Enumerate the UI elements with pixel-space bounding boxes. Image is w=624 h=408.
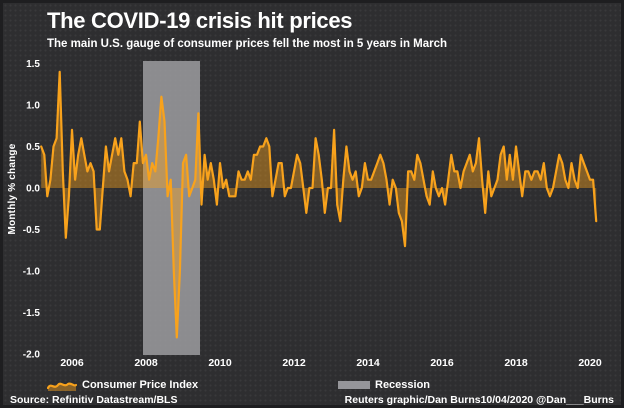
y-tick-label: -0.5 [23, 225, 41, 236]
x-tick-label: 2010 [208, 357, 232, 369]
x-axis-ticks: 2006 2008 2010 2012 2014 2016 2018 2020 [60, 357, 602, 369]
cpi-area [41, 71, 597, 338]
y-tick-label: -1.5 [23, 308, 41, 319]
y-tick-label: -1.0 [23, 267, 41, 278]
legend-item-recession: Recession [338, 377, 430, 393]
recession-swatch-icon [338, 381, 370, 389]
legend-cpi-label: Consumer Price Index [82, 379, 199, 391]
y-axis-title: Monthly % change [7, 143, 18, 234]
y-tick-label: 1.0 [26, 101, 40, 112]
y-axis-ticks: 1.5 1.0 0.5 0.0 -0.5 -1.0 -1.5 -2.0 [23, 59, 41, 361]
legend-recession-label: Recession [375, 379, 431, 391]
legend-item-cpi: Consumer Price Index [47, 377, 198, 393]
x-tick-label: 2018 [504, 357, 528, 369]
source-note: Source: Refinitiv Datastream/BLS [10, 394, 178, 406]
chart-title: The COVID-19 crisis hit prices [47, 8, 353, 33]
cpi-line [40, 70, 598, 339]
x-tick-label: 2014 [356, 357, 380, 369]
cpi-line-icon [47, 381, 77, 391]
chart-subtitle: The main U.S. gauge of consumer prices f… [47, 38, 448, 50]
y-tick-label: -2.0 [23, 350, 41, 361]
cpi-chart: 1.5 1.0 0.5 0.0 -0.5 -1.0 -1.5 -2.0 2006 2008 2010… [7, 59, 602, 369]
credit-note: Reuters graphic/Dan Burns10/04/2020 @Dan… [344, 394, 614, 406]
y-tick-label: 0.5 [26, 142, 40, 153]
x-tick-label: 2006 [60, 357, 84, 369]
y-tick-label: 1.5 [26, 59, 40, 70]
x-tick-label: 2020 [578, 357, 602, 369]
x-tick-label: 2012 [282, 357, 306, 369]
x-tick-label: 2008 [134, 357, 158, 369]
y-tick-label: 0.0 [26, 184, 40, 195]
x-tick-label: 2016 [430, 357, 454, 369]
